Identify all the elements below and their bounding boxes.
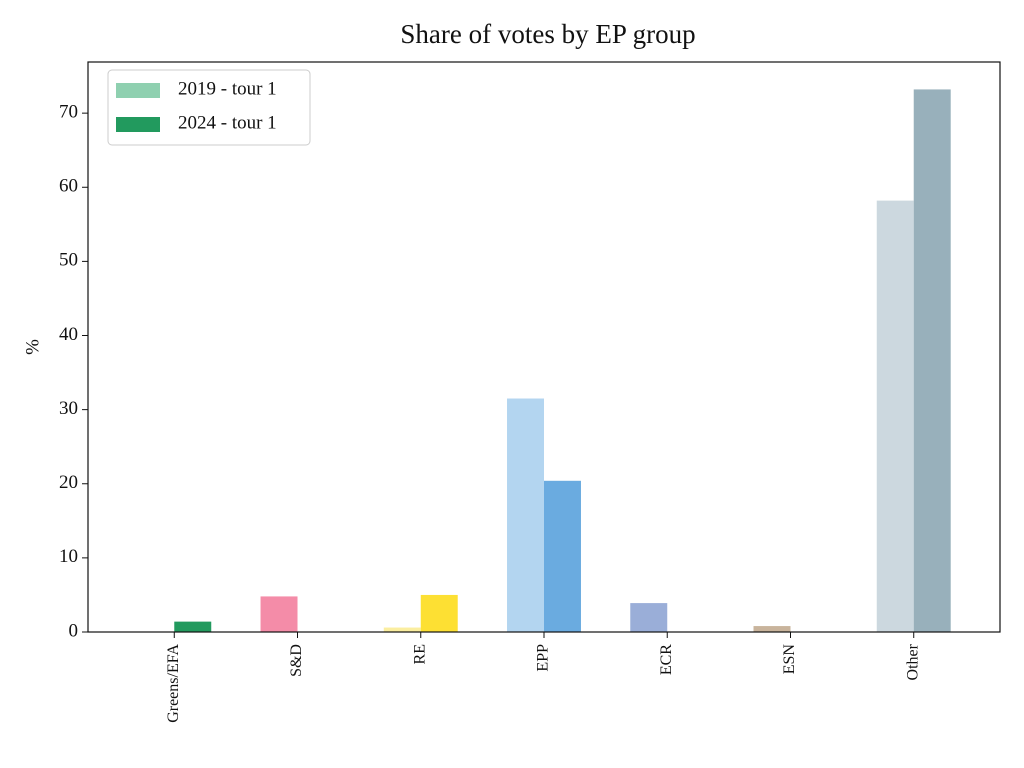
- bar: [913, 89, 951, 632]
- legend: 2019 - tour 1 2024 - tour 1: [107, 69, 311, 146]
- bar: [174, 621, 212, 632]
- x-tick-label: Greens/EFA: [165, 644, 182, 723]
- legend-swatch: [116, 83, 160, 98]
- x-tick-label: Other: [904, 643, 921, 680]
- bar: [630, 603, 668, 632]
- y-axis-label: %: [22, 339, 43, 355]
- y-tick-label: 50: [59, 250, 78, 271]
- chart-title: Share of votes by EP group: [400, 19, 695, 49]
- bar: [507, 398, 544, 632]
- bar: [753, 626, 791, 632]
- legend-label: 2019 - tour 1: [178, 78, 277, 99]
- y-tick-label: 40: [59, 324, 78, 345]
- bar: [260, 596, 298, 632]
- y-tick-label: 60: [59, 176, 78, 197]
- y-tick-label: 70: [59, 102, 78, 123]
- x-tick-label: RE: [411, 644, 428, 664]
- x-tick-label: EPP: [535, 644, 552, 672]
- y-tick-label: 20: [59, 472, 78, 493]
- bar: [383, 627, 421, 632]
- x-tick-label: ECR: [658, 644, 675, 675]
- plot-frame: [87, 61, 1001, 633]
- legend-swatch: [116, 117, 160, 132]
- bar: [420, 594, 458, 632]
- bar: [544, 480, 581, 632]
- x-tick-label: S&D: [288, 644, 305, 677]
- legend-label: 2024 - tour 1: [178, 112, 277, 133]
- bar: [876, 200, 914, 632]
- x-tick-label: ESN: [781, 644, 798, 675]
- y-tick-label: 30: [59, 398, 78, 419]
- y-tick-label: 10: [59, 546, 78, 567]
- y-tick-label: 0: [69, 620, 79, 641]
